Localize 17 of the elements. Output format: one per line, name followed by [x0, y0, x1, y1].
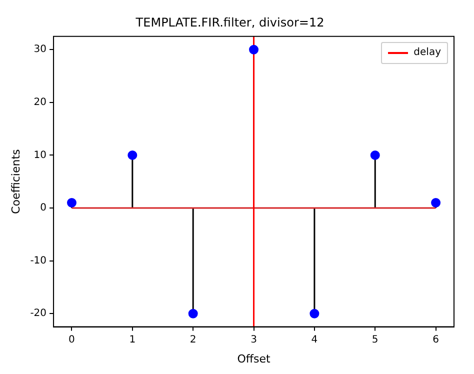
x-tick-label: 0	[68, 334, 75, 346]
y-axis-title: Coefficients	[9, 148, 22, 214]
x-tick-label: 4	[311, 334, 318, 346]
x-tick-label: 5	[372, 334, 378, 346]
x-axis-title: Offset	[237, 352, 271, 366]
y-tick-label: -20	[30, 308, 47, 320]
x-tick-label: 1	[129, 334, 136, 346]
x-tick-label: 6	[432, 334, 439, 346]
chart-title: TEMPLATE.FIR.filter, divisor=12	[134, 15, 324, 30]
y-tick-label: 30	[34, 44, 47, 56]
y-tick-label: 20	[34, 96, 47, 108]
x-tick-label: 3	[250, 334, 257, 346]
y-tick-label: -10	[30, 255, 47, 266]
legend-label: delay	[414, 46, 441, 60]
y-tick-label: 0	[40, 202, 47, 214]
x-tick-label: 2	[190, 334, 196, 346]
y-tick-label: 10	[34, 150, 47, 161]
